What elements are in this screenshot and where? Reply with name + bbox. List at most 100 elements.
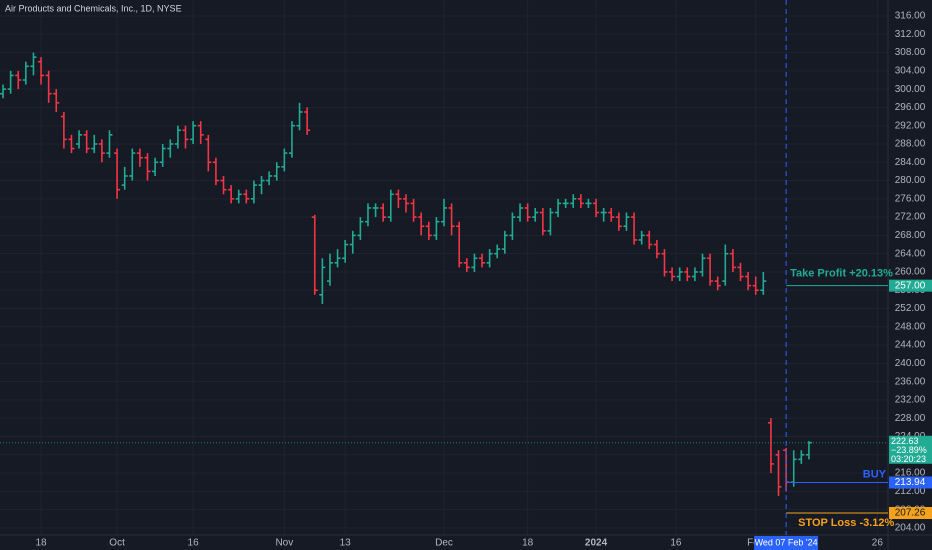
ohlc-bar [205, 134, 212, 172]
y-tick-label: 244.00 [895, 340, 926, 351]
y-tick-label: 268.00 [895, 230, 926, 241]
y-tick-label: 248.00 [895, 321, 926, 332]
ohlc-bar [22, 61, 29, 85]
y-tick-label: 312.00 [895, 29, 926, 40]
ohlc-bar [357, 217, 364, 240]
ohlc-bar [577, 194, 584, 208]
ohlc-bar [760, 271, 767, 295]
chart-title: Air Products and Chemicals, Inc., 1D, NY… [5, 3, 182, 13]
ohlc-bar [152, 157, 159, 176]
ohlc-bar [729, 249, 736, 272]
ohlc-bar [159, 143, 166, 167]
ohlc-bar [418, 212, 425, 236]
ohlc-bar [570, 194, 577, 208]
ohlc-bar [714, 276, 721, 291]
ohlc-bar [273, 162, 280, 181]
buy-tag-label: 213.94 [895, 477, 926, 488]
ohlc-bar [311, 214, 318, 295]
ohlc-bar [395, 189, 402, 208]
ohlc-bar [258, 175, 265, 195]
ohlc-bar [532, 207, 539, 222]
ohlc-bar [349, 230, 356, 254]
stop-loss-tag-label: 207.26 [895, 508, 926, 519]
ohlc-bar [517, 203, 524, 222]
ohlc-bar [235, 189, 242, 204]
y-tick-label: 308.00 [895, 47, 926, 58]
grid [0, 0, 888, 535]
y-tick-label: 316.00 [895, 11, 926, 22]
ohlc-bar [296, 102, 303, 131]
y-tick-label: 276.00 [895, 193, 926, 204]
ohlc-bar [250, 180, 257, 204]
ohlc-bar [775, 450, 782, 496]
ohlc-bar [722, 244, 729, 286]
ohlc-bar [45, 70, 52, 103]
ohlc-bar [197, 121, 204, 144]
ohlc-bar [342, 239, 349, 263]
ohlc-bar [190, 121, 197, 144]
x-tick-label: Oct [109, 538, 125, 549]
y-tick-label: 204.00 [895, 523, 926, 534]
ohlc-bar [524, 203, 531, 222]
x-tick-label: Nov [275, 538, 293, 549]
ohlc-bar [585, 198, 592, 208]
ohlc-bar [53, 89, 60, 112]
ohlc-bar [631, 212, 638, 245]
ohlc-bar [319, 258, 326, 304]
ohlc-bar [83, 130, 90, 154]
ohlc-bar [387, 189, 394, 222]
y-tick-label: 272.00 [895, 212, 926, 223]
ohlc-bar [98, 139, 105, 163]
take-profit-tag-label: 257.00 [895, 280, 926, 291]
crosshair-tag [754, 536, 819, 550]
ohlc-bar [76, 130, 83, 149]
ohlc-bar [91, 134, 98, 154]
ohlc-bar [798, 450, 805, 464]
ohlc-bar [167, 139, 174, 158]
y-tick-label: 240.00 [895, 358, 926, 369]
ohlc-bar [661, 249, 668, 277]
y-tick-label: 236.00 [895, 376, 926, 387]
ohlc-bar [707, 253, 714, 286]
ohlc-bar [676, 267, 683, 282]
ohlc-bar [228, 185, 235, 204]
ohlc-bar [684, 267, 691, 282]
ohlc-bar [38, 57, 45, 85]
ohlc-bar [281, 148, 288, 172]
ohlc-bar [288, 121, 295, 158]
ohlc-bar [653, 239, 660, 259]
ohlc-bar [646, 230, 653, 250]
ohlc-bar [539, 207, 546, 236]
ohlc-bar [608, 207, 615, 222]
ohlc-bar [615, 212, 622, 231]
ohlc-bar [68, 134, 75, 154]
ohlc-bar [144, 153, 151, 181]
ohlc-bar [509, 212, 516, 240]
buy-tag [889, 476, 932, 489]
x-tick-label: 26 [872, 538, 884, 549]
ohlc-bar [463, 258, 470, 272]
ohlc-bar [129, 148, 136, 181]
ohlc-bar [433, 217, 440, 240]
last-price-tag [889, 435, 932, 464]
ohlc-bar [60, 111, 67, 149]
crosshair-label: Wed 07 Feb '24 [755, 537, 818, 547]
ohlc-bar [182, 125, 189, 149]
take-profit-tag [889, 279, 932, 292]
ohlc-bar [106, 130, 113, 158]
ohlc-bar [486, 249, 493, 268]
ohlc-bar [212, 157, 219, 186]
ohlc-bar [174, 125, 181, 149]
ohlc-bar [7, 70, 14, 94]
take-profit-text: Take Profit +20.13% [790, 268, 893, 280]
y-tick-label: 232.00 [895, 395, 926, 406]
ohlc-bar [669, 267, 676, 282]
ohlc-bar [691, 267, 698, 282]
stop-loss-text: STOP Loss -3.12% [798, 517, 894, 529]
y-tick-label: 296.00 [895, 102, 926, 113]
ohlc-bar [0, 84, 7, 99]
ohlc-bar [600, 207, 607, 222]
ohlc-bar [326, 253, 333, 286]
ohlc-bar [334, 249, 341, 268]
x-tick-label: 16 [188, 538, 200, 549]
